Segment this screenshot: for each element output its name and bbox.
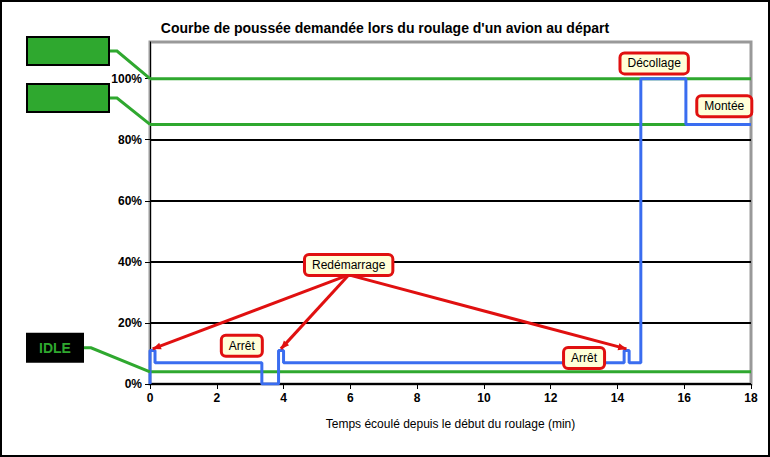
svg-text:0: 0 xyxy=(147,391,154,405)
svg-text:80%: 80% xyxy=(118,133,142,147)
svg-text:6: 6 xyxy=(347,391,354,405)
svg-text:Décollage: Décollage xyxy=(627,56,681,70)
svg-text:0%: 0% xyxy=(125,377,143,391)
svg-text:2: 2 xyxy=(213,391,220,405)
svg-text:60%: 60% xyxy=(118,194,142,208)
svg-text:40%: 40% xyxy=(118,255,142,269)
svg-text:4: 4 xyxy=(280,391,287,405)
svg-text:14: 14 xyxy=(611,391,625,405)
svg-text:10: 10 xyxy=(477,391,491,405)
svg-text:Arrêt: Arrêt xyxy=(571,351,598,365)
svg-text:20%: 20% xyxy=(118,316,142,330)
svg-text:Courbe de poussée demandée lor: Courbe de poussée demandée lors du roula… xyxy=(161,20,610,36)
svg-text:Arrêt: Arrêt xyxy=(229,339,256,353)
svg-text:IDLE: IDLE xyxy=(39,340,71,356)
svg-text:Montée: Montée xyxy=(704,99,744,113)
svg-text:16: 16 xyxy=(678,391,692,405)
svg-text:12: 12 xyxy=(544,391,558,405)
svg-text:8: 8 xyxy=(414,391,421,405)
svg-text:100%: 100% xyxy=(111,72,142,86)
svg-text:18: 18 xyxy=(744,391,758,405)
svg-text:Temps écoulé depuis le début d: Temps écoulé depuis le début du roulage … xyxy=(326,417,575,431)
svg-text:Redémarrage: Redémarrage xyxy=(312,258,386,272)
